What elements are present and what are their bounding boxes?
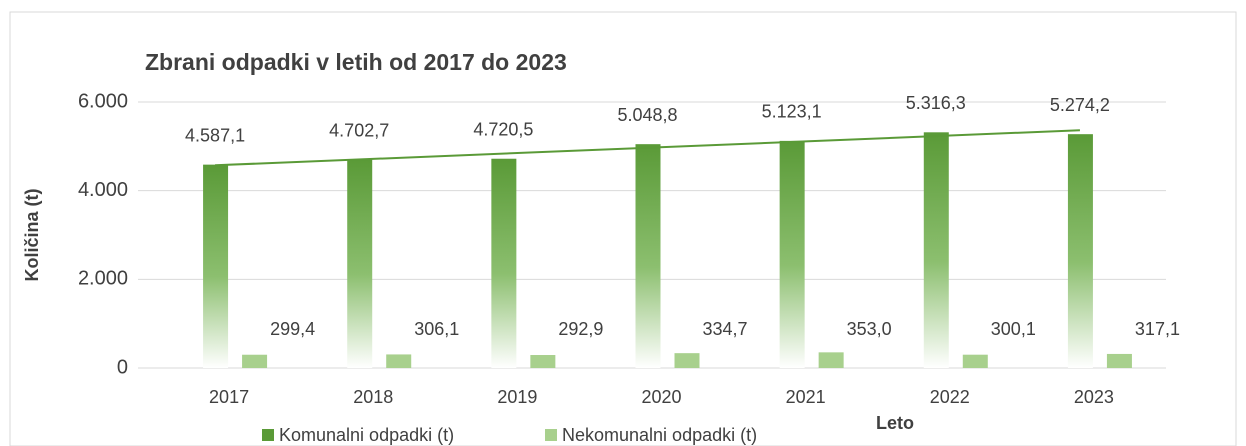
data-label: 4.587,1 (185, 125, 245, 145)
bar (347, 159, 373, 368)
bar (1067, 134, 1093, 368)
legend-label: Komunalni odpadki (t) (279, 425, 454, 445)
bar (635, 144, 661, 368)
bar (242, 354, 268, 368)
y-tick-label: 4.000 (78, 179, 128, 201)
data-label: 5.316,3 (906, 93, 966, 113)
x-tick-label: 2023 (1074, 387, 1114, 407)
data-label: 300,1 (991, 319, 1036, 339)
bar (923, 132, 949, 368)
chart-frame (9, 11, 1237, 446)
trendline (215, 129, 1080, 167)
x-tick-label: 2021 (786, 387, 826, 407)
x-tick-label: 2017 (209, 387, 249, 407)
data-label: 317,1 (1135, 319, 1180, 339)
bar (674, 353, 700, 368)
bar (203, 164, 229, 368)
data-label: 5.123,1 (762, 102, 822, 122)
data-label: 306,1 (414, 319, 459, 339)
data-label: 5.048,8 (617, 105, 677, 125)
legend-swatch (545, 429, 557, 441)
bar (491, 158, 517, 368)
bar (962, 354, 988, 368)
data-label: 5.274,2 (1050, 95, 1110, 115)
data-label: 334,7 (703, 319, 748, 339)
x-tick-label: 2018 (353, 387, 393, 407)
data-label: 353,0 (847, 319, 892, 339)
data-label: 4.702,7 (329, 120, 389, 140)
x-tick-label: 2022 (930, 387, 970, 407)
bar (779, 140, 805, 368)
x-tick-label: 2019 (497, 387, 537, 407)
bar (530, 355, 556, 368)
y-tick-label: 2.000 (78, 268, 128, 290)
x-axis-label: Leto (876, 413, 914, 433)
bar (1106, 353, 1132, 368)
data-label: 4.720,5 (473, 119, 533, 139)
legend-label: Nekomunalni odpadki (t) (562, 425, 757, 445)
chart-title: Zbrani odpadki v letih od 2017 do 2023 (145, 49, 567, 75)
data-label: 292,9 (558, 319, 603, 339)
legend-swatch (262, 429, 274, 441)
bar (818, 352, 844, 368)
y-axis-label: Količina (t) (22, 188, 42, 281)
y-tick-label: 0 (117, 356, 128, 378)
data-label: 299,4 (270, 319, 315, 339)
x-tick-label: 2020 (641, 387, 681, 407)
bar (386, 354, 412, 368)
y-tick-label: 6.000 (78, 90, 128, 112)
